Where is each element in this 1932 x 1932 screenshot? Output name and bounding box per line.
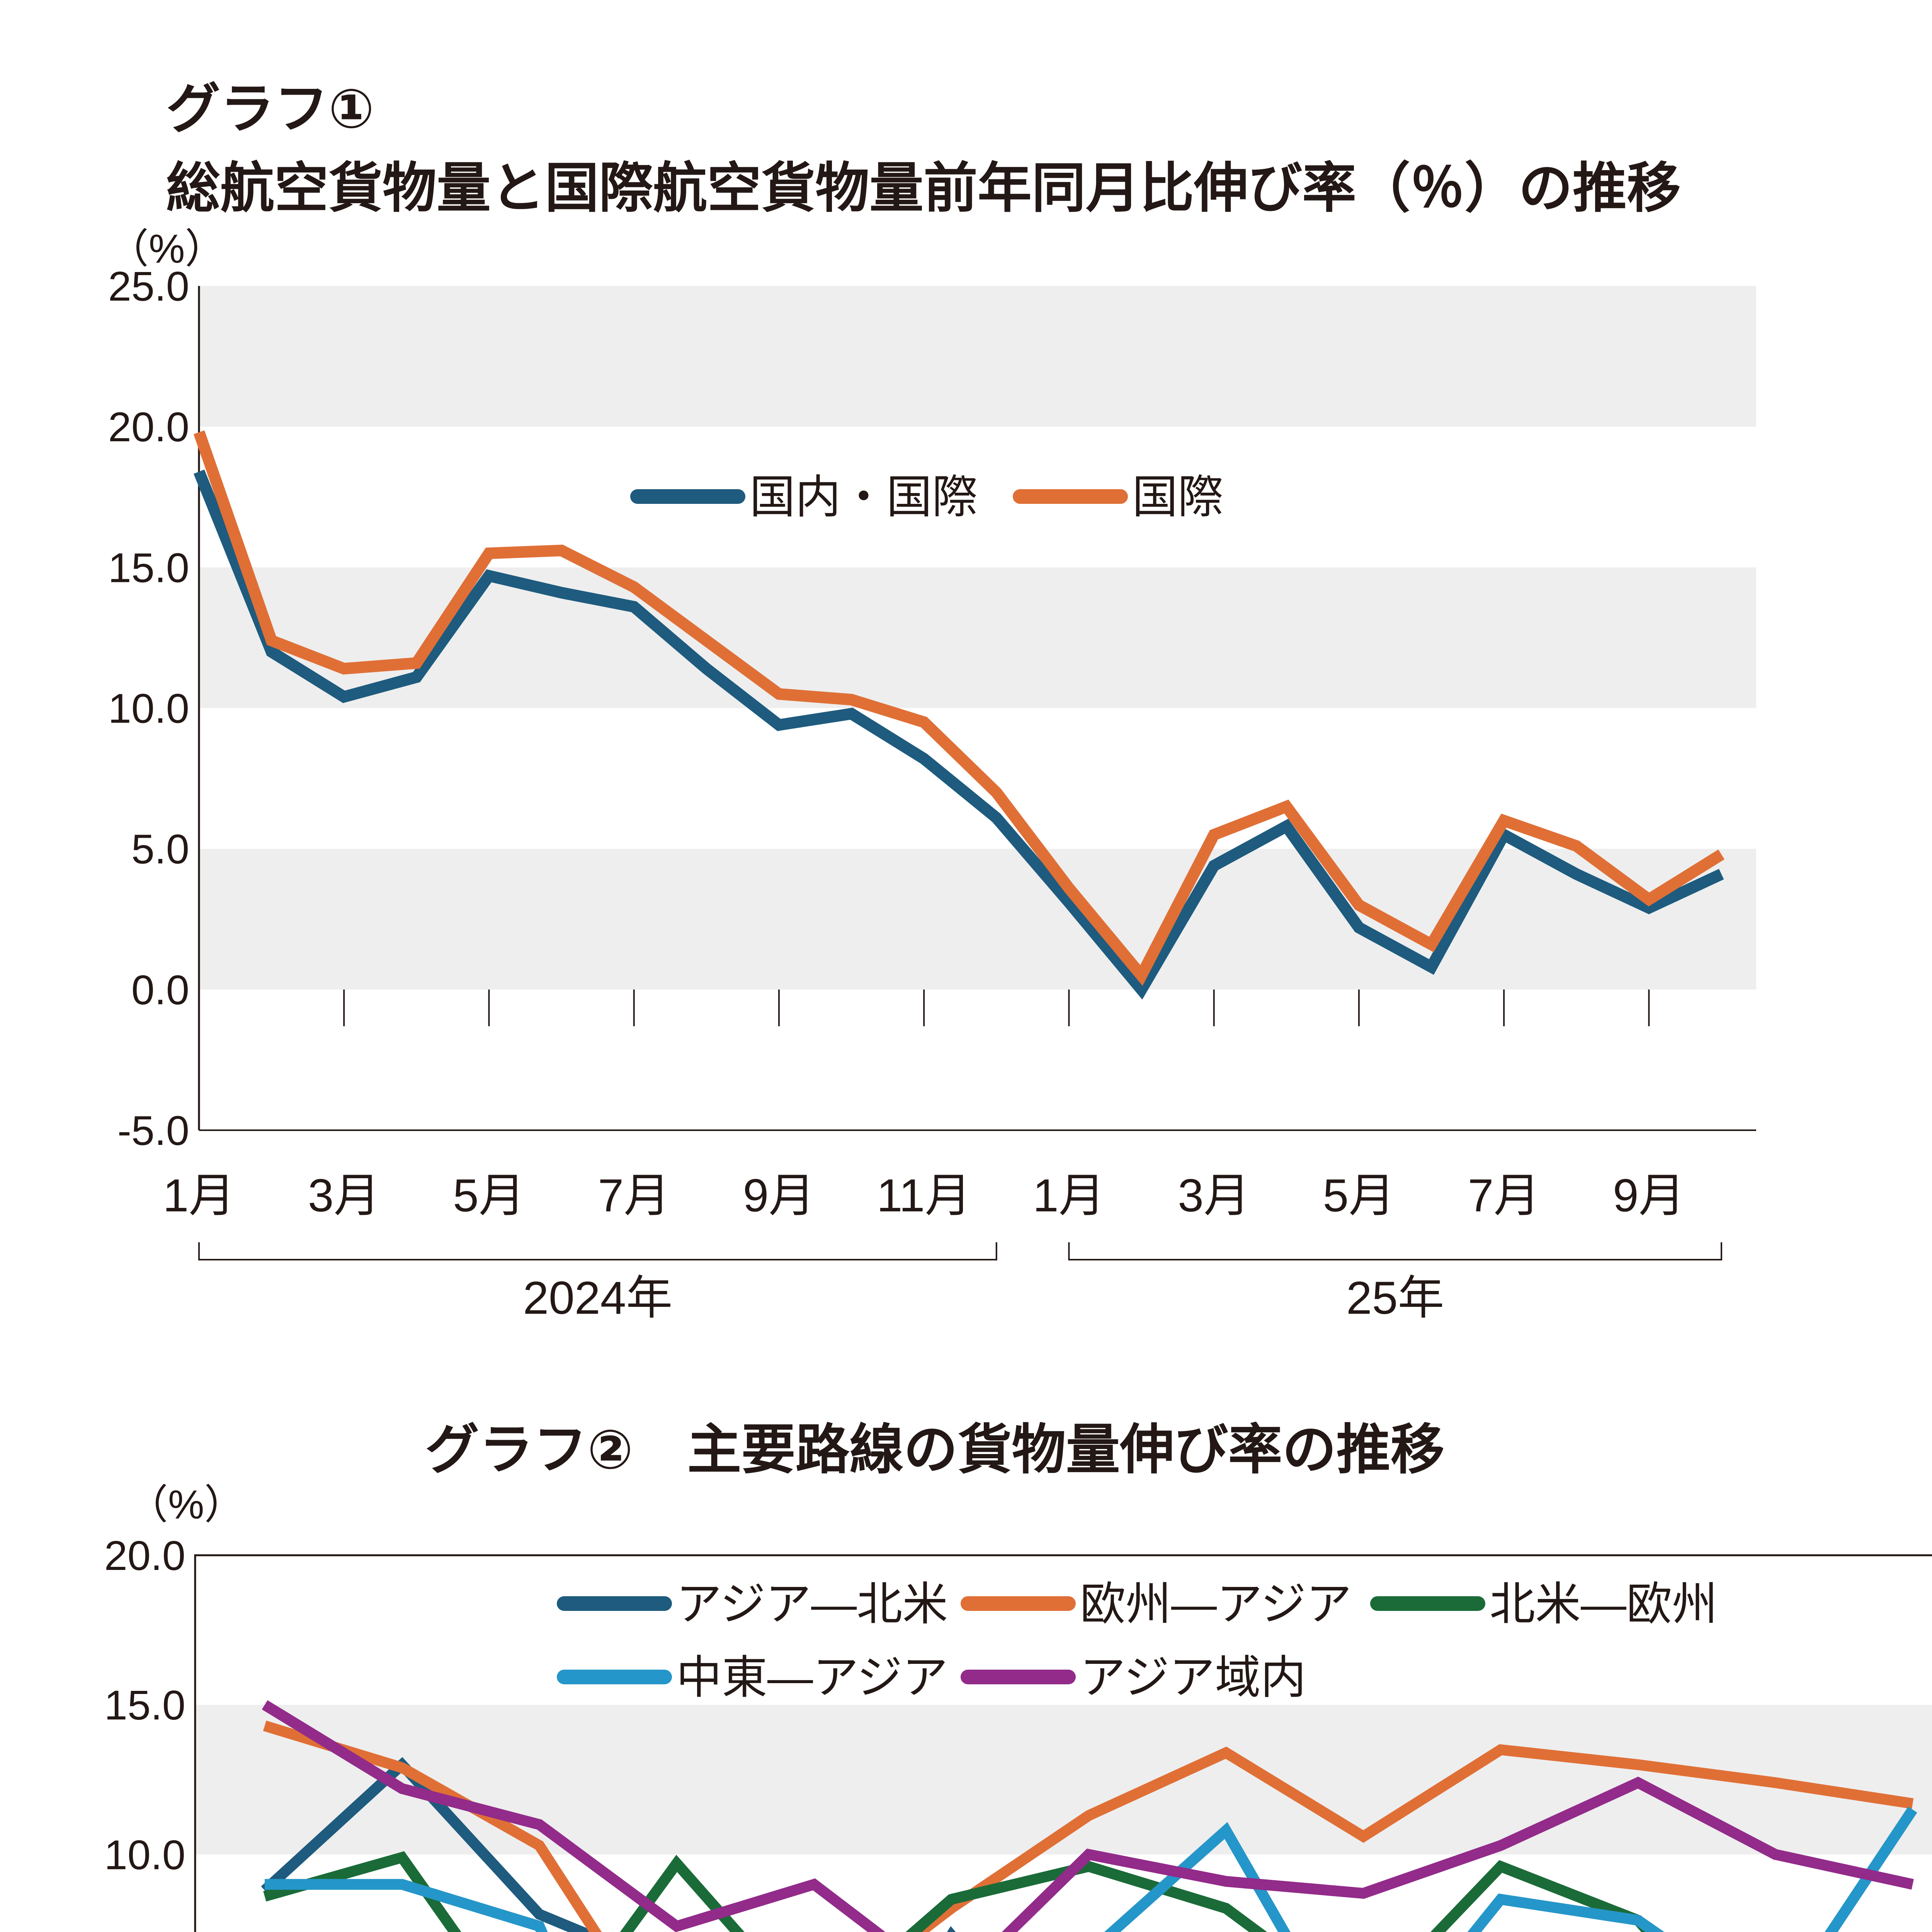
x-tick-label: 5月 [1323, 1170, 1395, 1221]
x-tick-label: 9月 [743, 1170, 815, 1221]
grid-band [199, 286, 1756, 427]
y-tick-label: 15.0 [104, 1682, 185, 1728]
series-line [265, 1806, 1917, 1932]
legend-label: 欧州―アジア [1080, 1579, 1352, 1630]
chart1-ylabel: （%） [108, 226, 225, 272]
year-bracket [198, 1242, 997, 1260]
x-tick-label: 5月 [453, 1170, 525, 1221]
legend-label: 中東―アジア [676, 1652, 948, 1703]
x-tick-label: 1月 [163, 1170, 235, 1221]
x-tick-label: 7月 [1468, 1170, 1540, 1221]
x-tick-label: 3月 [308, 1170, 380, 1221]
x-tick-label: 3月 [1178, 1170, 1250, 1221]
chart1-title-line1: グラフ① [166, 78, 374, 141]
legend-label: 国際 [1132, 472, 1223, 523]
series-line [263, 1720, 1914, 1932]
y-tick-label: 25.0 [108, 263, 189, 310]
series-line [194, 469, 1724, 1000]
y-tick-label: 0.0 [131, 966, 189, 1013]
y-tick-label: 20.0 [108, 403, 189, 450]
y-tick-label: -5.0 [117, 1107, 189, 1154]
y-tick-label: 5.0 [131, 826, 189, 872]
legend-label: アジア―北米 [676, 1579, 948, 1630]
series-line [193, 430, 1725, 986]
x-tick-label: 7月 [598, 1170, 670, 1221]
series-line [261, 1757, 956, 1932]
x-tick-label: 11月 [877, 1170, 971, 1221]
year-label: 25年 [1346, 1272, 1444, 1324]
chart2-ylabel: （%） [128, 1482, 245, 1527]
chart1-plot: 25.0 20.0 15.0 10.0 5.0 0.0 -5.0 1月 3月 5月 7月 9月 11月 1… [108, 263, 1756, 1324]
x-tick-label: 9月 [1613, 1170, 1685, 1221]
legend-label: 国内・国際 [750, 472, 978, 523]
legend-label: 北米―欧州 [1490, 1579, 1718, 1630]
chart2-plot: 20.015.010.05.00.0-5.0-10.0-15.010月12月1月… [104, 1532, 1932, 1932]
chart1-title-line2: 総航空貨物量と国際航空貨物量前年同月比伸び率（％）の推移 [166, 157, 1681, 220]
x-tick-label: 1月 [1033, 1170, 1105, 1221]
grid-band [199, 849, 1756, 990]
y-tick-label: 15.0 [108, 544, 189, 591]
plot-frame [194, 1554, 1932, 1932]
y-tick-label: 20.0 [104, 1532, 185, 1579]
y-tick-label: 10.0 [108, 685, 189, 732]
chart2-title: グラフ② 主要路線の貨物量伸び率の推移 [425, 1418, 1445, 1481]
series-line [262, 1700, 1914, 1932]
legend-label: アジア域内 [1080, 1652, 1306, 1703]
year-label: 2024年 [523, 1272, 672, 1324]
y-tick-label: 10.0 [104, 1831, 185, 1878]
year-bracket [1068, 1242, 1722, 1260]
